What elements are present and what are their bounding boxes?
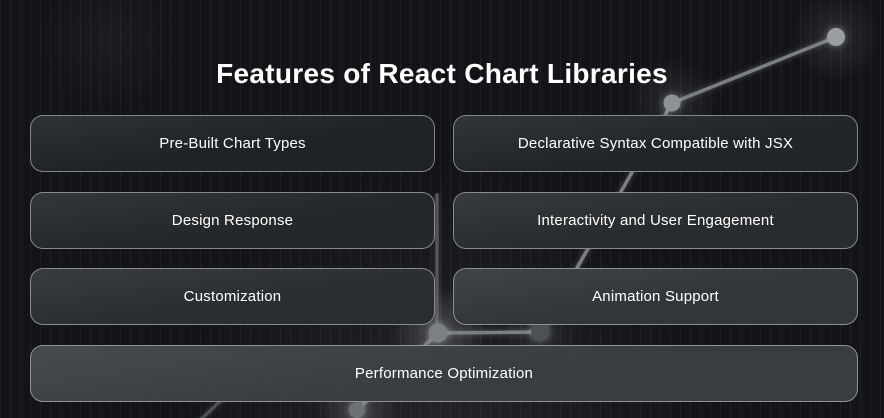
chart-dot-icon [531,323,549,341]
chart-dot-icon [428,323,448,343]
feature-label: Customization [183,288,282,305]
feature-card-design-response: Design Response [30,191,435,249]
chart-dot-icon [349,402,365,418]
feature-label: Interactivity and User Engagement [537,211,774,229]
features-grid: Pre-Built Chart Types Declarative Syntax… [30,115,858,402]
feature-label: Design Response [171,211,294,229]
feature-card-customization: Customization [30,268,435,325]
feature-card-performance-optimization: Performance Optimization [30,344,858,402]
chart-dot-icon [827,28,845,46]
page-title: Features of React Chart Libraries [216,58,668,89]
feature-label: Declarative Syntax Compatible with JSX [517,135,794,152]
chart-dot-icon [663,94,681,112]
feature-card-pre-built-chart-types: Pre-Built Chart Types [30,115,435,172]
feature-label: Animation Support [592,288,719,305]
feature-label: Pre-Built Chart Types [159,135,306,152]
feature-card-declarative-syntax: Declarative Syntax Compatible with JSX [453,115,858,172]
feature-card-interactivity: Interactivity and User Engagement [453,191,858,249]
feature-label: Performance Optimization [354,364,534,382]
feature-card-animation-support: Animation Support [453,268,858,325]
